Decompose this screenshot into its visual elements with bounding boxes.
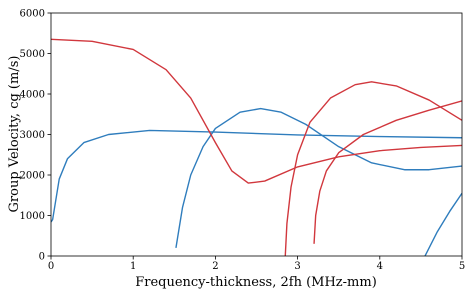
y-axis-title: Group Velocity, cg (m/s) [7, 56, 22, 213]
x-tick-label: 1 [130, 261, 136, 272]
series-line [51, 129, 462, 223]
y-tick-label: 2000 [20, 171, 45, 182]
series-line [424, 192, 462, 256]
y-tick-label: 1000 [20, 211, 45, 222]
x-tick-label: 2 [212, 261, 218, 272]
plot-area [51, 38, 462, 256]
x-tick-label: 0 [48, 261, 54, 272]
y-tick-label: 6000 [20, 9, 45, 20]
series-line [284, 81, 462, 256]
y-tick-label: 5000 [20, 49, 45, 60]
series-line [51, 38, 462, 184]
series-line [313, 100, 462, 244]
x-axis-title: Frequency-thickness, 2fh (MHz-mm) [135, 275, 377, 290]
series-line [175, 107, 462, 249]
y-tick-label: 3000 [20, 130, 45, 141]
y-tick-label: 0 [39, 252, 45, 263]
x-tick-label: 4 [377, 261, 383, 272]
x-tick-label: 5 [459, 261, 465, 272]
y-tick-label: 4000 [20, 90, 45, 101]
x-tick-label: 3 [294, 261, 300, 272]
